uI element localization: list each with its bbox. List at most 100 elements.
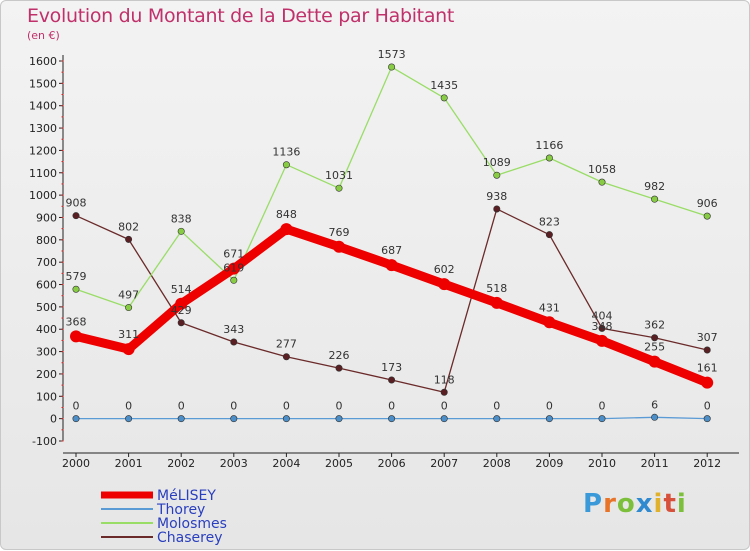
data-label: 938 — [486, 190, 507, 203]
data-label: 0 — [230, 400, 237, 413]
data-point — [490, 296, 503, 309]
data-label: 343 — [223, 323, 244, 336]
x-tick-label: 2010 — [588, 457, 616, 470]
data-point — [282, 353, 290, 361]
x-tick-label: 2008 — [483, 457, 511, 470]
data-point — [493, 205, 501, 213]
y-tick-label: 1100 — [29, 167, 57, 180]
data-label: 982 — [644, 180, 665, 193]
data-point — [280, 223, 293, 236]
data-label: 429 — [171, 304, 192, 317]
data-point — [598, 324, 606, 332]
data-point — [703, 415, 711, 423]
data-point — [385, 259, 398, 272]
data-point — [125, 304, 133, 312]
x-tick-label: 2006 — [378, 457, 406, 470]
data-point — [230, 415, 238, 423]
data-label: 161 — [697, 362, 718, 375]
data-label: 0 — [283, 400, 290, 413]
data-label: 848 — [276, 208, 297, 221]
data-label: 0 — [546, 400, 553, 413]
y-tick-label: 500 — [36, 301, 57, 314]
data-label: 6 — [651, 398, 658, 411]
data-point — [230, 276, 238, 284]
data-label: 1058 — [588, 163, 616, 176]
data-point — [282, 161, 290, 169]
data-point — [177, 415, 185, 423]
data-point — [335, 364, 343, 372]
data-label: 0 — [441, 400, 448, 413]
data-point — [648, 355, 661, 368]
data-point — [598, 415, 606, 423]
x-tick-label: 2009 — [535, 457, 563, 470]
x-tick-label: 2012 — [693, 457, 721, 470]
data-point — [122, 343, 135, 356]
data-label: 687 — [381, 244, 402, 257]
data-label: 0 — [336, 400, 343, 413]
data-point — [175, 297, 188, 310]
data-label: 173 — [381, 361, 402, 374]
x-tick-label: 2005 — [325, 457, 353, 470]
data-point — [543, 316, 556, 329]
data-point — [388, 63, 396, 71]
data-label: 908 — [66, 197, 87, 210]
data-label: 1435 — [430, 79, 458, 92]
x-tick-label: 2000 — [62, 457, 90, 470]
y-tick-label: 600 — [36, 279, 57, 292]
data-point — [72, 415, 80, 423]
legend-label: Chaserey — [157, 530, 222, 546]
data-label: 602 — [434, 263, 455, 276]
data-point — [651, 195, 659, 203]
y-tick-label: 800 — [36, 234, 57, 247]
data-label: 671 — [223, 248, 244, 261]
data-label: 1136 — [272, 146, 300, 159]
data-label: 838 — [171, 212, 192, 225]
legend-label: MéLISEY — [157, 488, 216, 504]
x-tick-label: 2004 — [272, 457, 300, 470]
data-label: 769 — [329, 226, 350, 239]
x-tick-label: 2011 — [641, 457, 669, 470]
data-point — [440, 94, 448, 102]
data-point — [438, 278, 451, 291]
data-point — [125, 235, 133, 243]
data-label: 255 — [644, 341, 665, 354]
data-point — [701, 376, 714, 389]
y-tick-label: 1400 — [29, 100, 57, 113]
data-label: 307 — [697, 331, 718, 344]
y-tick-label: 900 — [36, 211, 57, 224]
data-label: 431 — [539, 301, 560, 314]
data-label: 368 — [66, 315, 87, 328]
data-point — [545, 154, 553, 162]
data-label: 118 — [434, 373, 455, 386]
data-label: 514 — [171, 283, 192, 296]
data-point — [493, 171, 501, 179]
data-point — [335, 184, 343, 192]
data-point — [333, 240, 345, 253]
data-label: 1089 — [483, 156, 511, 169]
proxiti-logo: Proxiti — [583, 489, 687, 519]
y-tick-label: 1500 — [29, 77, 57, 90]
data-label: 277 — [276, 338, 297, 351]
data-point — [651, 413, 659, 421]
data-point — [388, 415, 396, 423]
data-label: 0 — [704, 400, 711, 413]
data-point — [651, 334, 659, 342]
data-point — [596, 334, 608, 347]
data-label: 0 — [388, 400, 395, 413]
y-tick-label: 200 — [36, 368, 57, 381]
data-point — [335, 415, 343, 423]
data-label: 906 — [697, 197, 718, 210]
y-tick-label: 1000 — [29, 189, 57, 202]
data-point — [545, 415, 553, 423]
data-point — [177, 227, 185, 235]
data-point — [227, 262, 240, 275]
data-point — [598, 178, 606, 186]
data-point — [440, 415, 448, 423]
data-point — [282, 415, 290, 423]
data-label: 226 — [329, 349, 350, 362]
data-label: 0 — [599, 400, 606, 413]
data-label: 823 — [539, 216, 560, 229]
chart-unit: (en €) — [27, 29, 60, 42]
